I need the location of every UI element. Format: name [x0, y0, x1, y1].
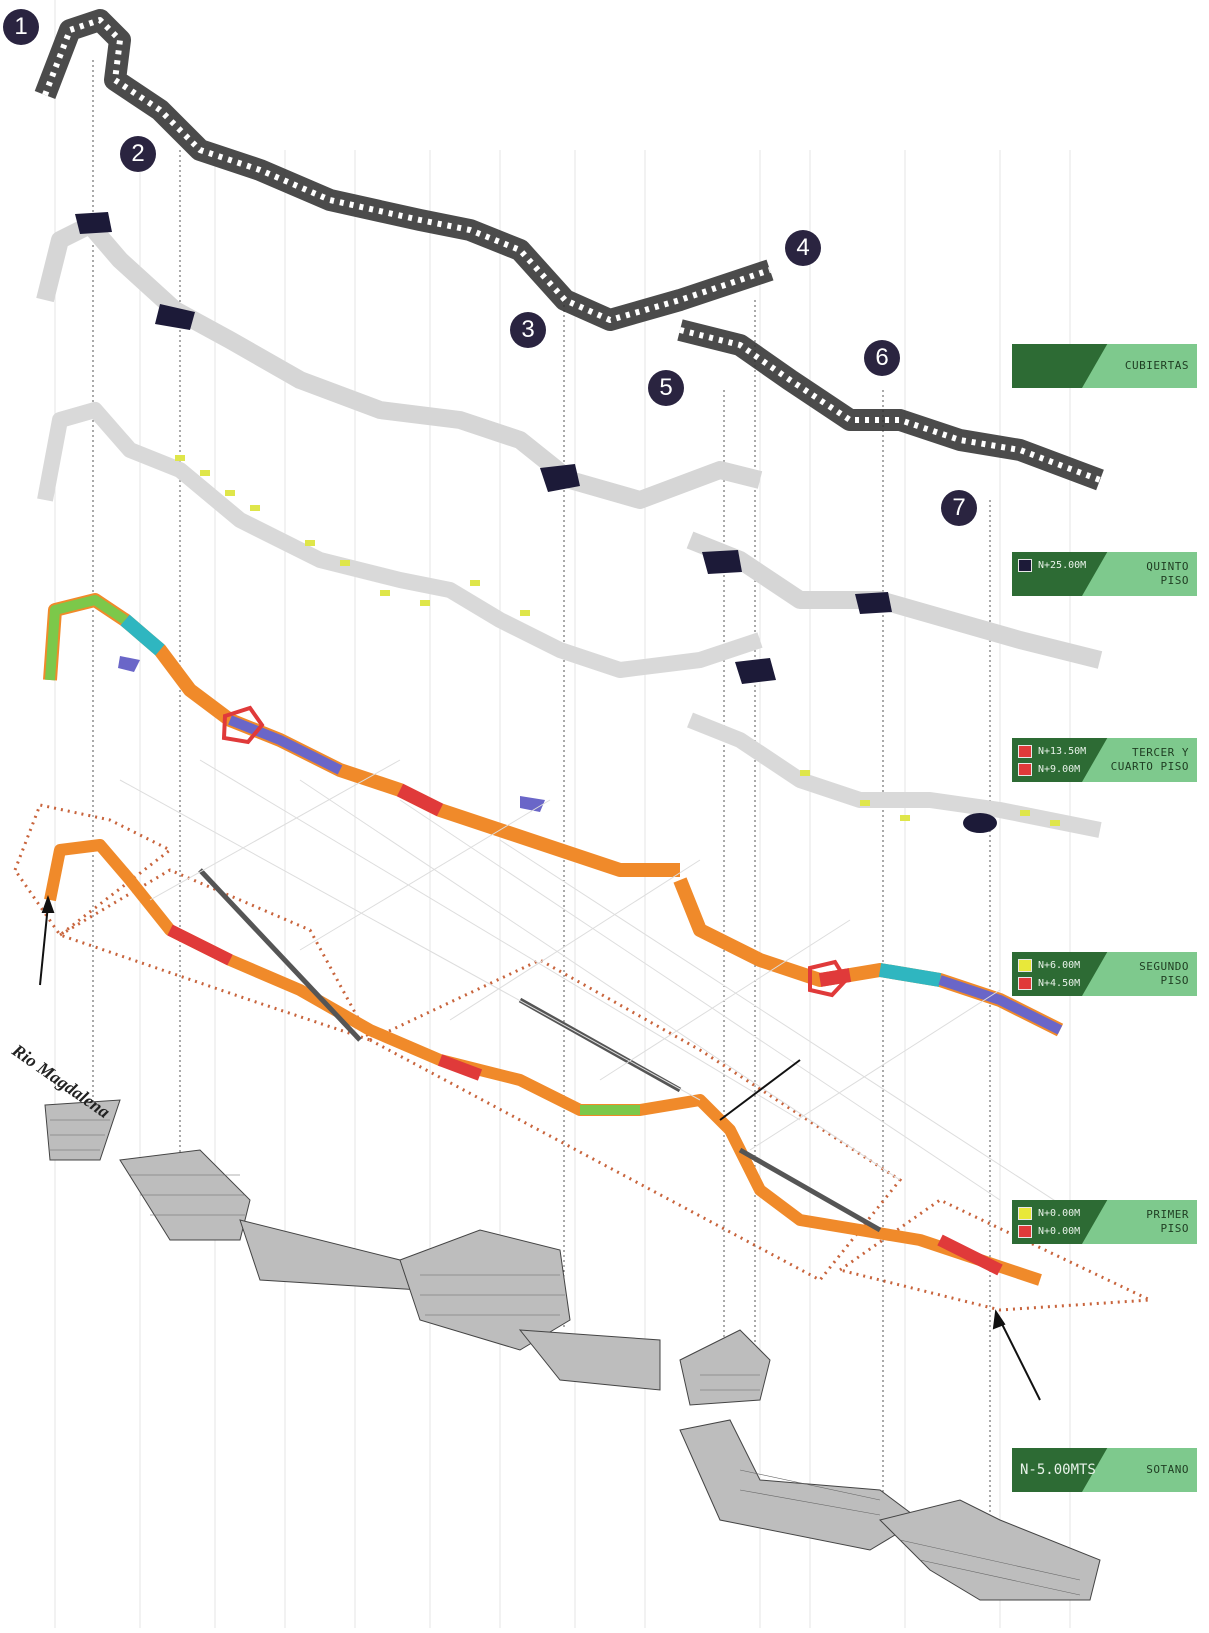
- legend-levels: N+6.00M N+4.50M: [1018, 956, 1080, 992]
- legend-tercer-cuarto-piso: N+13.50M N+9.00M TERCER Y CUARTO PISO: [1012, 738, 1197, 782]
- city-context: [119, 759, 1101, 1231]
- legend-levels: N+0.00M N+0.00M: [1018, 1204, 1080, 1240]
- legend-levels: N+25.00M: [1018, 556, 1086, 574]
- site-boundary: [13, 803, 1156, 1312]
- level-swatch: [1018, 1206, 1032, 1220]
- level-swatch: [1018, 958, 1032, 972]
- level-swatch: [1018, 1224, 1032, 1238]
- legend-title: TERCER Y CUARTO PISO: [1110, 746, 1189, 773]
- legend-segundo-piso: N+6.00M N+4.50M SEGUNDO PISO: [1012, 952, 1197, 996]
- legend-sotano: N-5.00MTS SOTANO: [1012, 1448, 1197, 1492]
- legend-level: N+6.00M: [1018, 956, 1080, 974]
- dark-node: [963, 813, 997, 833]
- legend-level: N+13.50M: [1018, 742, 1086, 760]
- yellow-units: [175, 455, 1060, 826]
- legend-primer-piso: N+0.00M N+0.00M PRIMER PISO: [1012, 1200, 1197, 1244]
- level-label: N+0.00M: [1038, 1225, 1081, 1237]
- fifth-floor-dark-nodes: [75, 212, 892, 684]
- level-label: N+0.00M: [1038, 1207, 1081, 1219]
- legend-level: N+25.00M: [1018, 556, 1086, 574]
- legend-title: QUINTO PISO: [1146, 560, 1189, 587]
- level-swatch: [1018, 762, 1032, 776]
- legend-quinto-piso: N+25.00M QUINTO PISO: [1012, 552, 1197, 596]
- marker-2: 2: [120, 136, 156, 172]
- level-label: N+13.50M: [1038, 745, 1087, 757]
- marker-6: 6: [864, 340, 900, 376]
- second-floor-accents: [118, 656, 849, 998]
- legend-title: SEGUNDO PISO: [1139, 960, 1189, 987]
- first-floor: [44, 839, 1042, 1286]
- legend-title: CUBIERTAS: [1124, 359, 1189, 372]
- arrows: [39, 895, 1041, 1401]
- legend-level: N+0.00M: [1018, 1222, 1080, 1240]
- level-label: N+6.00M: [1038, 959, 1081, 971]
- legend-level: N+4.50M: [1018, 974, 1080, 992]
- level-label: N+25.00M: [1038, 559, 1087, 571]
- level-label: N+9.00M: [1038, 763, 1081, 775]
- legend-title: PRIMER PISO: [1146, 1208, 1189, 1235]
- legend-level: N+9.00M: [1018, 760, 1086, 778]
- roof-level: [34, 9, 1104, 491]
- marker-5: 5: [648, 370, 684, 406]
- grid-lines: [54, 0, 1071, 1628]
- legend-level: N+0.00M: [1018, 1204, 1080, 1222]
- legend-level-big: N-5.00MTS: [1020, 1462, 1096, 1478]
- level-swatch: [1018, 558, 1032, 572]
- level-label: N+4.50M: [1038, 977, 1081, 989]
- legend-title: SOTANO: [1146, 1463, 1189, 1476]
- marker-1: 1: [3, 9, 39, 45]
- marker-4: 4: [785, 230, 821, 266]
- level-swatch: [1018, 744, 1032, 758]
- marker-7: 7: [941, 490, 977, 526]
- legend-cubiertas: CUBIERTAS: [1012, 344, 1197, 388]
- basement: [44, 1099, 1101, 1601]
- legend-levels: N+13.50M N+9.00M: [1018, 742, 1086, 778]
- basement-grid: [50, 1119, 1081, 1596]
- level-swatch: [1018, 976, 1032, 990]
- marker-3: 3: [510, 312, 546, 348]
